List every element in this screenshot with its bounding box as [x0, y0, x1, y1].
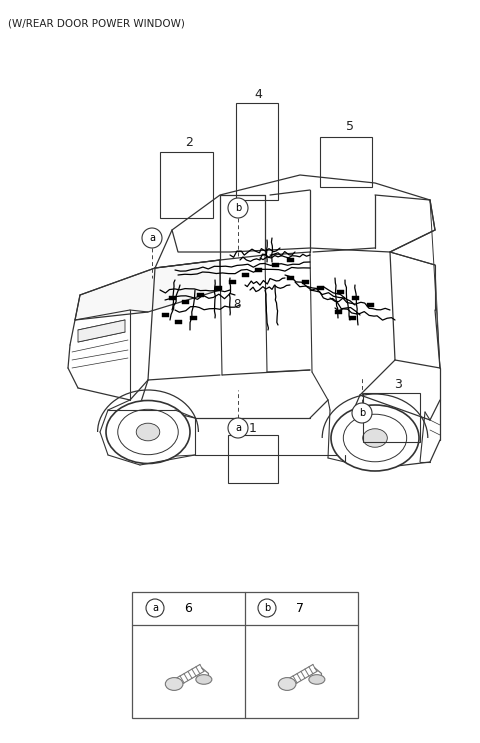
Circle shape — [146, 599, 164, 617]
Bar — [367, 303, 374, 307]
Ellipse shape — [106, 400, 190, 464]
Bar — [228, 435, 278, 483]
Bar — [229, 280, 236, 284]
Circle shape — [228, 198, 248, 218]
Ellipse shape — [309, 675, 325, 684]
Ellipse shape — [136, 424, 160, 441]
Bar — [182, 300, 189, 304]
Bar — [363, 393, 420, 442]
Bar — [242, 273, 249, 277]
Circle shape — [228, 418, 248, 438]
Text: 1: 1 — [249, 421, 257, 435]
Ellipse shape — [165, 678, 183, 690]
Bar — [352, 296, 359, 300]
Ellipse shape — [196, 675, 212, 684]
Bar — [255, 268, 262, 272]
Text: b: b — [235, 203, 241, 213]
Text: (W/REAR DOOR POWER WINDOW): (W/REAR DOOR POWER WINDOW) — [8, 18, 185, 28]
Bar — [190, 316, 197, 320]
Ellipse shape — [363, 429, 387, 447]
Ellipse shape — [278, 678, 296, 690]
Bar — [337, 290, 344, 294]
Bar — [302, 280, 309, 284]
Bar — [132, 592, 358, 718]
Text: a: a — [149, 233, 155, 243]
Polygon shape — [172, 175, 435, 252]
Bar — [287, 258, 294, 262]
Text: 2: 2 — [185, 137, 193, 149]
Bar — [162, 313, 169, 317]
Text: 4: 4 — [254, 88, 262, 100]
Text: 5: 5 — [346, 120, 354, 134]
Bar — [175, 320, 182, 324]
Text: 8: 8 — [233, 299, 240, 311]
Bar — [317, 286, 324, 290]
Bar — [272, 263, 279, 267]
Bar — [287, 276, 294, 280]
Polygon shape — [78, 320, 125, 342]
Bar — [349, 316, 356, 320]
Text: b: b — [264, 603, 270, 613]
Bar — [320, 137, 372, 187]
Circle shape — [142, 228, 162, 248]
Text: a: a — [235, 423, 241, 433]
Bar — [236, 103, 278, 200]
Bar — [160, 152, 213, 218]
Text: 3: 3 — [394, 378, 402, 392]
Circle shape — [352, 403, 372, 423]
Bar — [197, 293, 204, 297]
Text: a: a — [152, 603, 158, 613]
Text: b: b — [359, 408, 365, 418]
Bar — [215, 286, 222, 290]
Polygon shape — [75, 260, 220, 320]
Circle shape — [258, 599, 276, 617]
Bar — [335, 310, 342, 314]
Ellipse shape — [331, 405, 419, 471]
Text: 7: 7 — [296, 602, 304, 614]
Text: 6: 6 — [184, 602, 192, 614]
Bar — [169, 296, 176, 300]
